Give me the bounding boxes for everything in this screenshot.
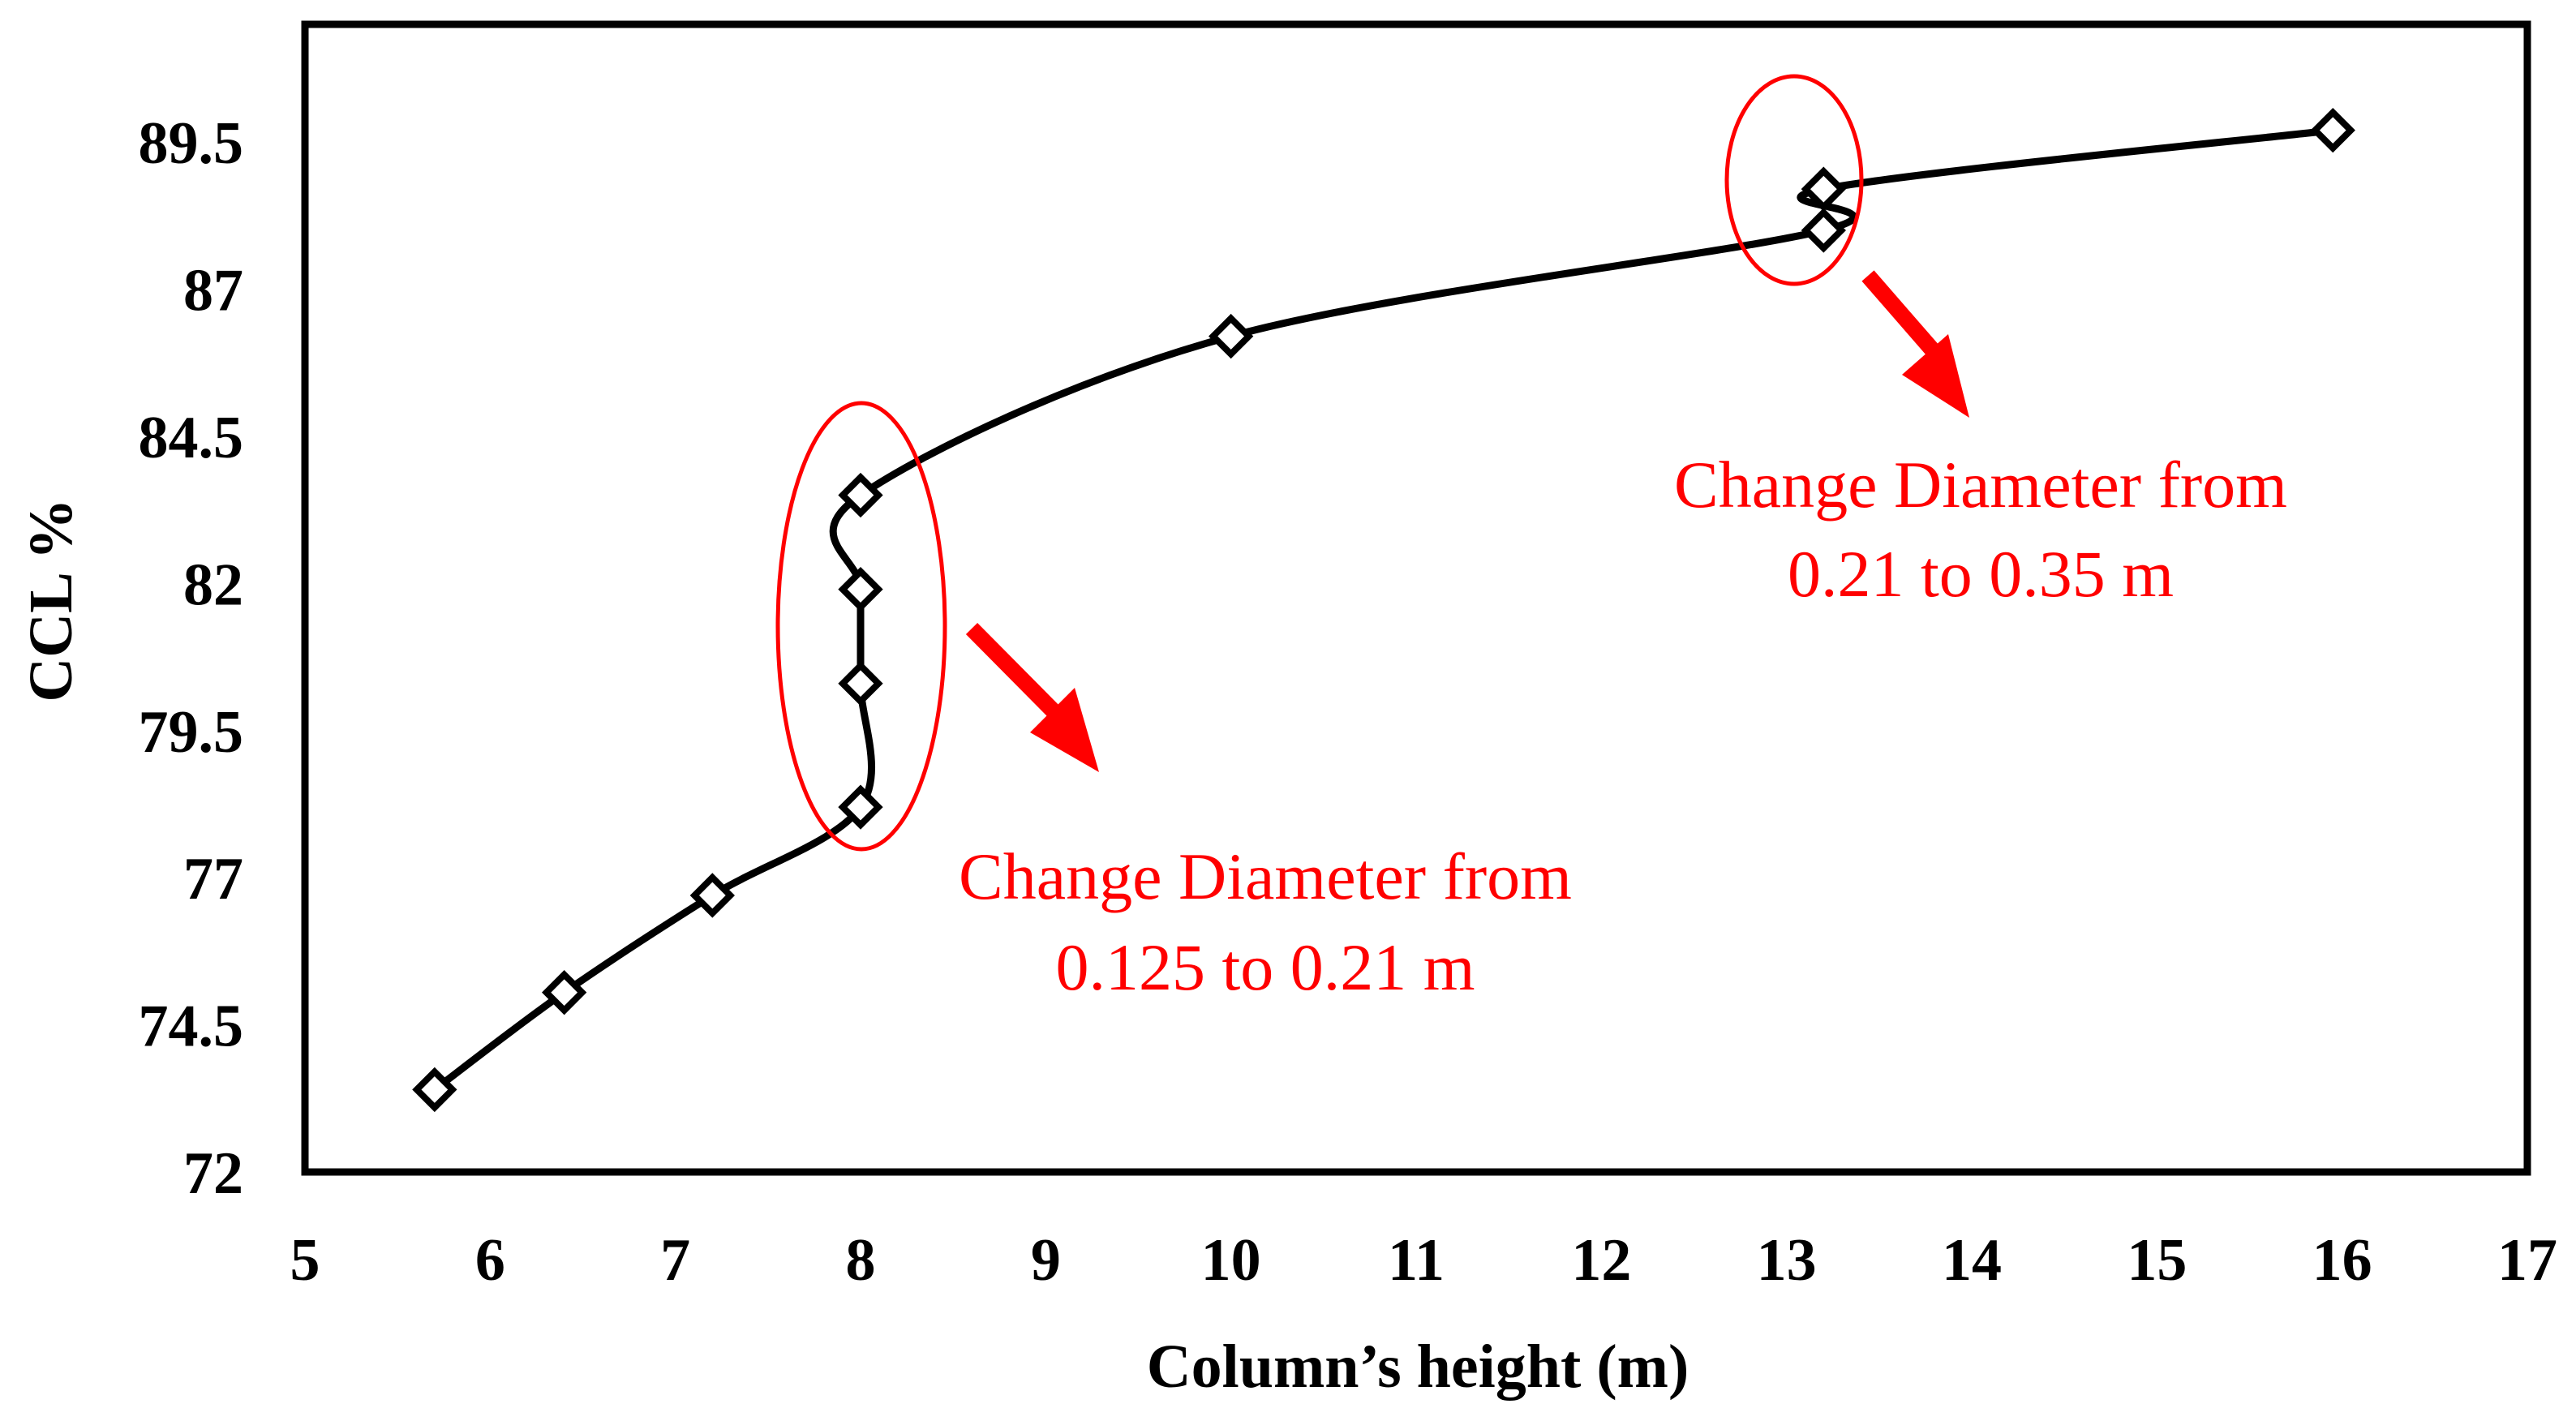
y-tick-label: 89.5: [139, 110, 244, 177]
x-tick-label: 13: [1757, 1227, 1817, 1294]
data-point-marker: [412, 1067, 457, 1113]
x-tick-label: 17: [2497, 1227, 2557, 1294]
annotation-arrowhead-upper: [1902, 334, 1969, 418]
annotation-text-lower-line1: Change Diameter from: [959, 839, 1572, 913]
y-tick-label: 77: [183, 846, 243, 912]
annotation-ellipse-lower: [775, 401, 947, 852]
x-tick-label: 15: [2127, 1227, 2187, 1294]
x-tick-label: 9: [1031, 1227, 1061, 1294]
data-point-marker: [689, 873, 735, 918]
data-point-marker: [2310, 107, 2355, 153]
x-tick-label: 10: [1201, 1227, 1261, 1294]
x-tick-label: 16: [2312, 1227, 2372, 1294]
annotation-ellipse-upper: [1724, 74, 1864, 286]
y-tick-label: 84.5: [139, 405, 244, 471]
x-tick-label: 7: [660, 1227, 690, 1294]
annotation-arrow-upper: [1861, 270, 1945, 363]
x-tick-label: 14: [1942, 1227, 2002, 1294]
y-tick-label: 72: [183, 1140, 243, 1207]
annotation-text-upper-line2: 0.21 to 0.35 m: [1788, 537, 2174, 611]
x-tick-labels: 5 6 7 8 9 10 11 12 13 14 15 16 17: [290, 1227, 2558, 1294]
series-markers: [412, 107, 2355, 1113]
data-point-marker: [838, 472, 883, 518]
y-tick-labels: 72 74.5 77 79.5 82 84.5 87 89.5: [139, 110, 244, 1207]
plot-area-border: [301, 20, 2531, 1176]
annotation-text-lower-line2: 0.125 to 0.21 m: [1055, 930, 1475, 1004]
y-tick-label: 79.5: [139, 699, 244, 766]
y-tick-label: 87: [183, 258, 243, 324]
data-point-marker: [542, 970, 587, 1015]
x-tick-label: 5: [290, 1227, 320, 1294]
annotation-arrowhead-lower: [1030, 688, 1099, 772]
data-point-marker: [838, 784, 883, 830]
y-axis-title: CCL %: [17, 498, 85, 702]
x-tick-label: 6: [475, 1227, 505, 1294]
x-tick-label: 12: [1571, 1227, 1631, 1294]
data-point-marker: [1801, 208, 1846, 253]
data-point-marker: [838, 661, 883, 706]
y-tick-label: 74.5: [139, 994, 244, 1060]
data-point-marker: [1801, 166, 1846, 212]
x-tick-label: 11: [1388, 1227, 1445, 1294]
annotation-lower: Change Diameter from 0.125 to 0.21 m: [775, 401, 1572, 1004]
x-tick-label: 8: [846, 1227, 876, 1294]
data-point-marker: [838, 566, 883, 612]
data-point-marker: [1209, 313, 1254, 359]
annotation-arrow-lower: [965, 622, 1061, 719]
y-tick-label: 82: [183, 552, 243, 618]
annotation-upper: Change Diameter from 0.21 to 0.35 m: [1674, 74, 2287, 611]
annotation-text-upper-line1: Change Diameter from: [1674, 448, 2287, 522]
x-axis-title: Column’s height (m): [1147, 1333, 1689, 1401]
